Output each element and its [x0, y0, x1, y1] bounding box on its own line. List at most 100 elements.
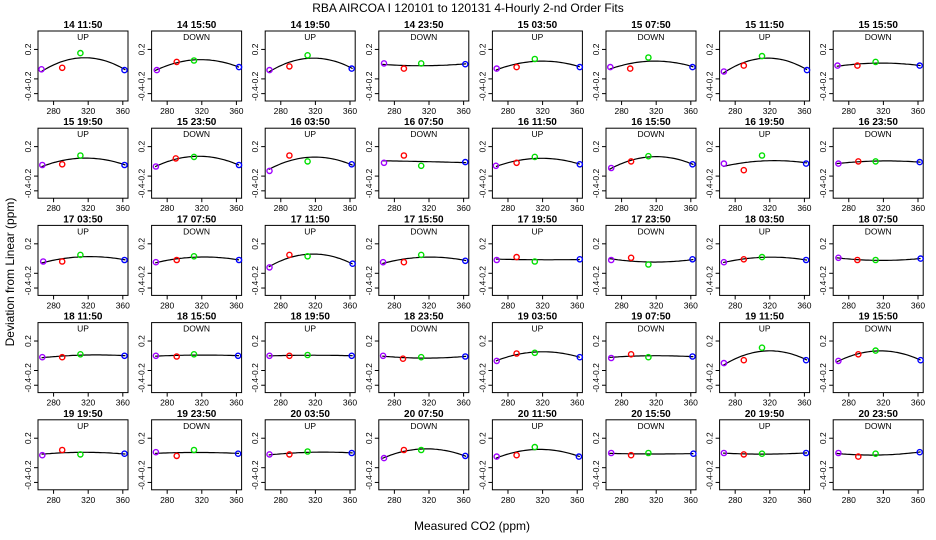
x-tick-label: 360	[457, 300, 471, 310]
x-tick-label: 320	[649, 300, 663, 310]
y-tick-label: -0.4	[818, 475, 828, 490]
y-tick-label: 0.2	[23, 432, 33, 444]
panel-frame	[719, 30, 811, 102]
y-tick-label: -0.2	[477, 266, 487, 281]
x-tick-label: 360	[797, 398, 811, 408]
y-tick-label: 0.2	[591, 335, 601, 347]
y-axis-label: Deviation from Linear (ppm)	[3, 198, 17, 347]
x-tick-label: 360	[797, 106, 811, 116]
data-point	[39, 451, 46, 459]
y-tick-label: -0.4	[23, 86, 33, 101]
panel-title: 20 03:50	[290, 409, 330, 420]
panel-direction: UP	[531, 421, 543, 431]
y-tick-label: 0.2	[137, 432, 147, 444]
data-point	[645, 449, 652, 457]
data-point	[576, 353, 584, 361]
data-point	[531, 55, 539, 63]
x-tick-label: 280	[274, 495, 288, 505]
data-point	[513, 63, 520, 71]
panel-frame	[378, 224, 470, 296]
data-point	[266, 167, 273, 175]
data-point	[689, 353, 696, 360]
y-tick-label: 0.2	[818, 43, 828, 55]
panel-frame	[264, 322, 356, 394]
y-tick-label: 0.2	[705, 238, 715, 250]
panel-title: 16 23:50	[858, 117, 898, 128]
data-point	[835, 449, 842, 457]
x-tick-label: 320	[81, 300, 95, 310]
data-point	[493, 453, 501, 460]
y-tick-label: -0.2	[818, 266, 828, 281]
data-point	[461, 60, 469, 68]
data-point	[39, 258, 47, 265]
x-tick-label: 360	[684, 398, 698, 408]
data-point	[77, 350, 84, 358]
x-tick-label: 320	[195, 300, 209, 310]
panel-title: 14 11:50	[64, 20, 103, 31]
panel-direction: UP	[77, 226, 89, 236]
y-tick-label: -0.4	[818, 378, 828, 393]
data-point	[173, 353, 180, 360]
data-point	[380, 60, 388, 67]
fit-curve	[722, 350, 808, 366]
data-point	[235, 161, 243, 169]
data-point	[58, 160, 66, 168]
x-tick-label: 360	[911, 495, 925, 505]
data-point	[854, 256, 861, 264]
data-point	[607, 449, 615, 457]
data-point	[400, 65, 408, 72]
data-point	[689, 160, 696, 168]
panel-frame	[491, 419, 583, 491]
panel-direction: DOWN	[638, 324, 665, 334]
x-tick-label: 280	[160, 106, 174, 116]
panel-direction: UP	[531, 324, 543, 334]
fit-curve	[722, 57, 808, 74]
panel-direction: DOWN	[865, 32, 892, 42]
panel-direction: UP	[77, 129, 89, 139]
data-point	[77, 251, 84, 259]
data-point	[417, 162, 425, 170]
panel-title: 15 23:50	[177, 117, 217, 128]
panel-direction: DOWN	[410, 421, 437, 431]
data-point	[872, 158, 879, 165]
data-point	[607, 354, 615, 362]
y-tick-label: 0.2	[591, 238, 601, 250]
panel-direction: DOWN	[865, 324, 892, 334]
panel-title: 16 03:50	[290, 117, 330, 128]
x-tick-label: 320	[876, 495, 890, 505]
fit-curve	[41, 451, 126, 455]
data-point	[304, 52, 311, 59]
panel-frame	[719, 224, 811, 296]
x-tick-label: 320	[195, 495, 209, 505]
y-tick-label: 0.2	[364, 43, 374, 55]
data-point	[58, 353, 66, 361]
data-point	[58, 258, 66, 265]
y-tick-label: -0.4	[818, 280, 828, 295]
y-tick-label: -0.4	[250, 280, 260, 295]
panel-direction: UP	[77, 421, 89, 431]
data-point	[740, 451, 748, 458]
panel-title: 15 15:50	[858, 20, 898, 31]
x-tick-label: 280	[46, 203, 60, 213]
x-tick-label: 320	[876, 203, 890, 213]
x-tick-label: 320	[195, 203, 209, 213]
x-tick-label: 280	[160, 398, 174, 408]
panel-title: 16 19:50	[745, 117, 785, 128]
y-tick-label: 0.2	[705, 335, 715, 347]
x-tick-label: 280	[46, 398, 60, 408]
data-point	[855, 158, 862, 165]
panel-direction: UP	[531, 32, 543, 42]
x-tick-label: 320	[308, 203, 322, 213]
data-point	[758, 450, 766, 458]
y-tick-label: 0.2	[477, 432, 487, 444]
data-point	[173, 256, 180, 264]
x-tick-label: 320	[81, 398, 95, 408]
x-tick-label: 360	[684, 203, 698, 213]
fit-curve	[41, 57, 126, 73]
